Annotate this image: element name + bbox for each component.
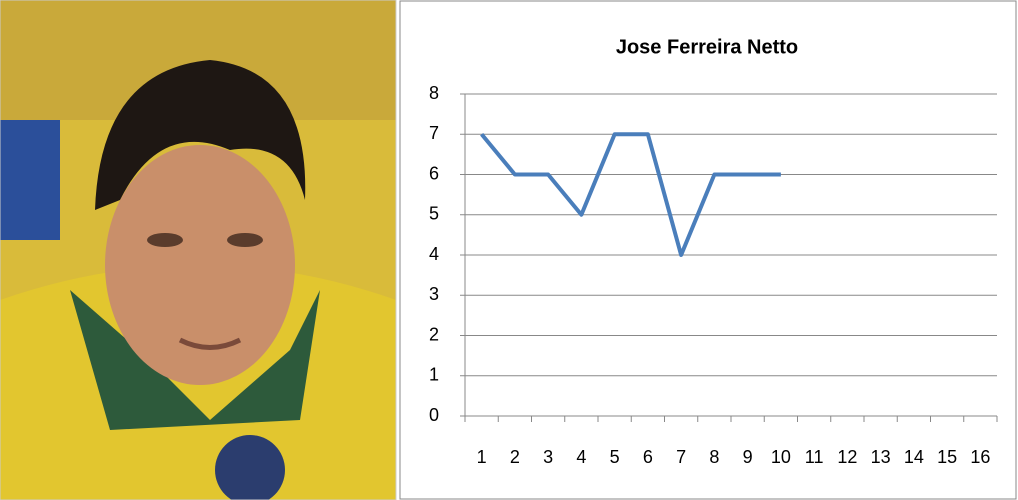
x-tick-label: 16	[970, 447, 990, 467]
chart-frame	[399, 0, 1017, 500]
x-tick-label: 10	[771, 447, 791, 467]
y-tick-label: 6	[429, 163, 439, 183]
x-tick-label: 2	[510, 447, 520, 467]
y-tick-label: 1	[429, 365, 439, 385]
x-tick-label: 13	[871, 447, 891, 467]
photo	[0, 0, 397, 500]
x-tick-label: 12	[837, 447, 857, 467]
y-tick-label: 5	[429, 204, 439, 224]
x-tick-label: 5	[610, 447, 620, 467]
x-tick-label: 1	[477, 447, 487, 467]
chart-title: Jose Ferreira Netto	[616, 36, 798, 58]
y-tick-label: 8	[429, 83, 439, 103]
x-tick-label: 15	[937, 447, 957, 467]
y-tick-label: 4	[429, 244, 439, 264]
data-line	[480, 132, 781, 257]
x-tick-label: 14	[904, 447, 924, 467]
y-tick-label: 7	[429, 123, 439, 143]
y-tick-label: 2	[429, 324, 439, 344]
x-tick-label: 7	[676, 447, 686, 467]
x-tick-label: 11	[805, 447, 824, 467]
x-tick-label: 9	[743, 447, 753, 467]
x-tick-label: 4	[576, 447, 586, 467]
y-tick-label: 3	[429, 284, 439, 304]
x-tick-label: 8	[709, 447, 719, 467]
y-tick-label: 0	[429, 405, 439, 425]
x-tick-label: 3	[543, 447, 553, 467]
x-tick-label: 6	[643, 447, 653, 467]
